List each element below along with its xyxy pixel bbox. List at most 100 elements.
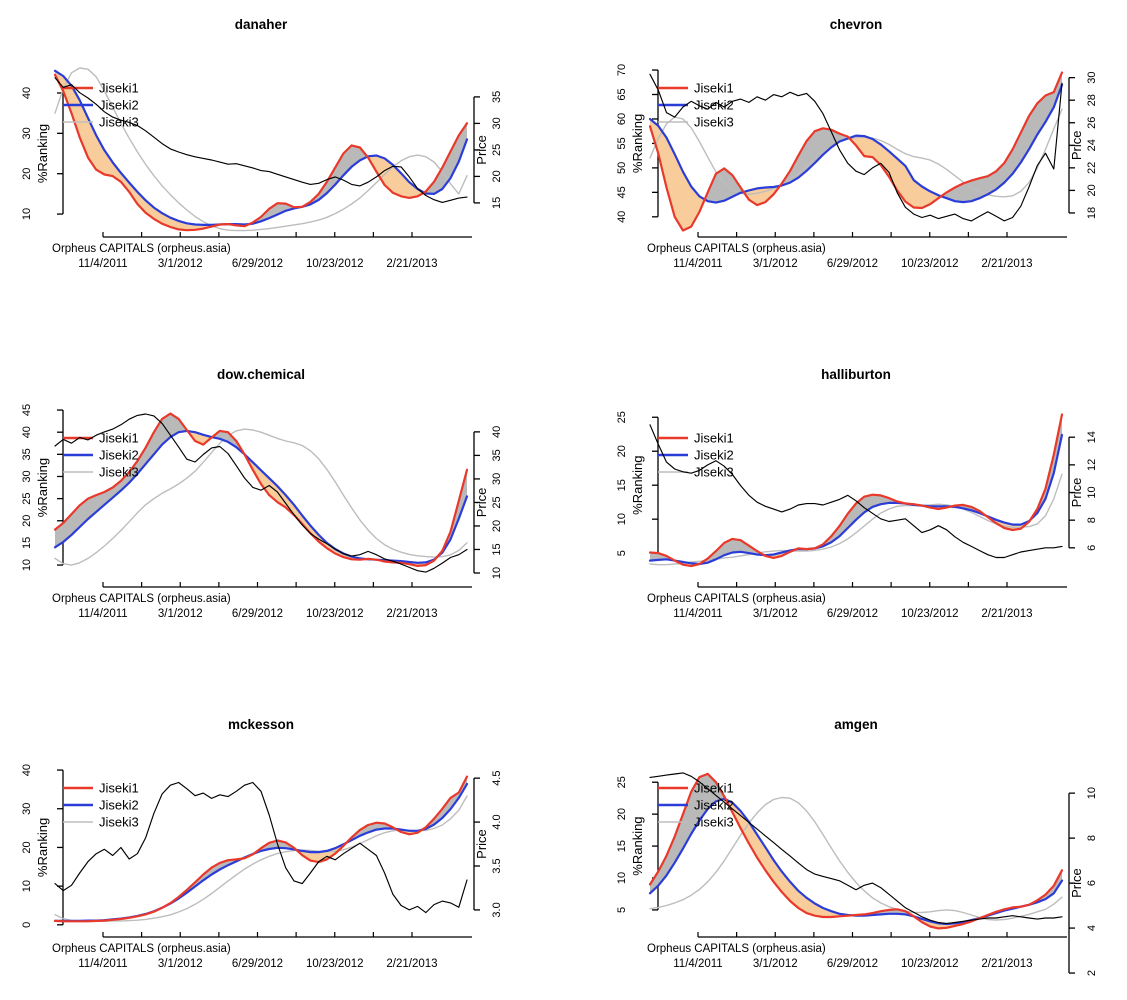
y-left-tick-label: 35 [21,448,33,460]
series-line-jiseki2 [648,83,1064,204]
price-line [649,772,1063,925]
legend-label-jiseki2: Jiseki2 [694,448,734,463]
chart-caption: Orpheus CAPITALS (orpheus.asia) [647,943,826,955]
y-right-axis-title: Price [474,135,489,165]
jiseki-band-segment [941,72,1062,203]
x-tick-label: 6/29/2012 [827,608,878,620]
chart-title: mckesson [227,717,295,732]
y-left-tick-label: 20 [616,808,628,820]
x-tick-label: 11/4/2011 [78,258,127,270]
jiseki-band-segment [849,135,942,208]
series-line-jiseki2 [648,433,1064,566]
x-tick-label: 10/23/2012 [901,258,959,270]
x-tick-label: 3/1/2012 [158,958,203,970]
y-left-tick-label: 25 [616,776,628,788]
y-left-tick-label: 20 [616,445,628,457]
x-tick-label: 11/4/2011 [673,608,722,620]
y-left-tick-label: 40 [21,764,33,776]
x-tick-label: 10/23/2012 [901,608,959,620]
y-left-tick-label: 20 [21,841,33,853]
y-right-axis-title: Price [1069,130,1084,160]
chart-panel-chevron: chevron 40 45 50 55 60 65 70 %Ranking 18 20 22 24 26… [564,0,1127,300]
x-tick-label: 3/1/2012 [753,608,798,620]
chart-panel-mckesson: mckesson 0 10 20 30 40 %Ranking 3.0 3.5 4.0 4.5 Pr… [0,700,563,1000]
price-line [649,424,1063,559]
legend-label-jiseki1: Jiseki1 [694,81,734,96]
y-left-tick-label: 40 [21,426,33,438]
y-right-tick-label: 14 [1086,431,1098,443]
jiseki-band-segment [422,776,467,830]
jiseki-band-segment [780,128,850,186]
jiseki-band-segment [743,185,781,206]
series-line-jiseki1 [53,775,469,923]
x-tick-label: 10/23/2012 [306,258,364,270]
legend-label-jiseki3: Jiseki3 [99,465,139,480]
y-left-tick-label: 15 [21,537,33,549]
chart-title: amgen [834,717,878,732]
price-line [649,73,1063,222]
y-right-tick-label: 15 [491,197,503,209]
jiseki-band-segment [725,799,852,917]
y-right-tick-label: 3.0 [491,902,503,917]
legend-label-jiseki3: Jiseki3 [99,115,139,130]
chart-caption: Orpheus CAPITALS (orpheus.asia) [647,243,826,255]
y-left-tick-label: 45 [21,404,33,416]
x-tick-label: 6/29/2012 [827,958,878,970]
x-tick-label: 2/21/2013 [981,608,1032,620]
x-tick-label: 10/23/2012 [306,608,364,620]
y-right-tick-label: 35 [491,91,503,103]
y-left-tick-label: 30 [21,470,33,482]
jiseki-band-segment [212,430,245,455]
y-right-tick-label: 30 [491,473,503,485]
y-right-tick-label: 10 [491,567,503,579]
y-left-axis-title: %Ranking [630,816,645,875]
y-left-tick-label: 25 [616,411,628,423]
price-line [54,781,468,914]
y-left-tick-label: 5 [616,907,628,913]
y-right-axis-title: Price [474,488,489,518]
legend-label-jiseki2: Jiseki2 [99,798,139,813]
jiseki-band-segment [244,454,367,560]
jiseki-band-segment [979,870,1062,919]
jiseki-band-segment [376,557,437,566]
jiseki-band-segment [55,70,250,231]
y-right-axis-title: Price [1069,868,1084,898]
y-left-tick-label: 10 [21,880,33,892]
legend-label-jiseki2: Jiseki2 [694,98,734,113]
y-right-tick-label: 12 [1086,459,1098,471]
chart-panel-halliburton: halliburton 5 10 15 20 25 %Ranking 6 8 10 12 14 Pri… [564,350,1127,650]
y-left-tick-label: 25 [21,492,33,504]
y-right-tick-label: 20 [1086,184,1098,196]
legend-label-jiseki1: Jiseki1 [694,431,734,446]
x-tick-label: 3/1/2012 [158,258,203,270]
chart-panel-dow-chemical: dow.chemical 10 15 20 25 30 35 40 45 %Ranking 10 1… [0,350,563,650]
x-tick-label: 3/1/2012 [158,608,203,620]
chart-canvas: 5 10 15 20 25 %Ranking 6 8 10 12 14 Price 11/4/2011 3… [616,411,1098,620]
y-left-tick-label: 65 [616,88,628,100]
legend-label-jiseki1: Jiseki1 [99,781,139,796]
y-left-tick-label: 30 [21,803,33,815]
x-tick-label: 2/21/2013 [386,958,437,970]
chart-caption: Orpheus CAPITALS (orpheus.asia) [647,593,826,605]
y-left-tick-label: 50 [616,162,628,174]
y-left-axis-title: %Ranking [35,458,50,517]
x-tick-label: 11/4/2011 [673,258,722,270]
x-tick-label: 6/29/2012 [232,258,283,270]
chart-title: chevron [829,17,883,32]
y-left-tick-label: 40 [21,87,33,99]
jiseki-band-segment [253,840,297,854]
series-line-jiseki2 [53,69,469,226]
legend-label-jiseki1: Jiseki1 [99,431,139,446]
y-right-tick-label: 25 [491,144,503,156]
y-left-tick-label: 30 [21,127,33,139]
y-left-axis-title: %Ranking [630,456,645,515]
chart-caption: Orpheus CAPITALS (orpheus.asia) [52,943,231,955]
chart-title: dow.chemical [216,367,306,382]
x-tick-label: 3/1/2012 [753,258,798,270]
y-right-tick-label: 6 [1086,545,1098,551]
jiseki-band-segment [650,119,705,231]
jiseki-band-segment [1030,414,1062,520]
jiseki-band-segment [55,413,188,548]
y-right-tick-label: 6 [1086,880,1098,886]
